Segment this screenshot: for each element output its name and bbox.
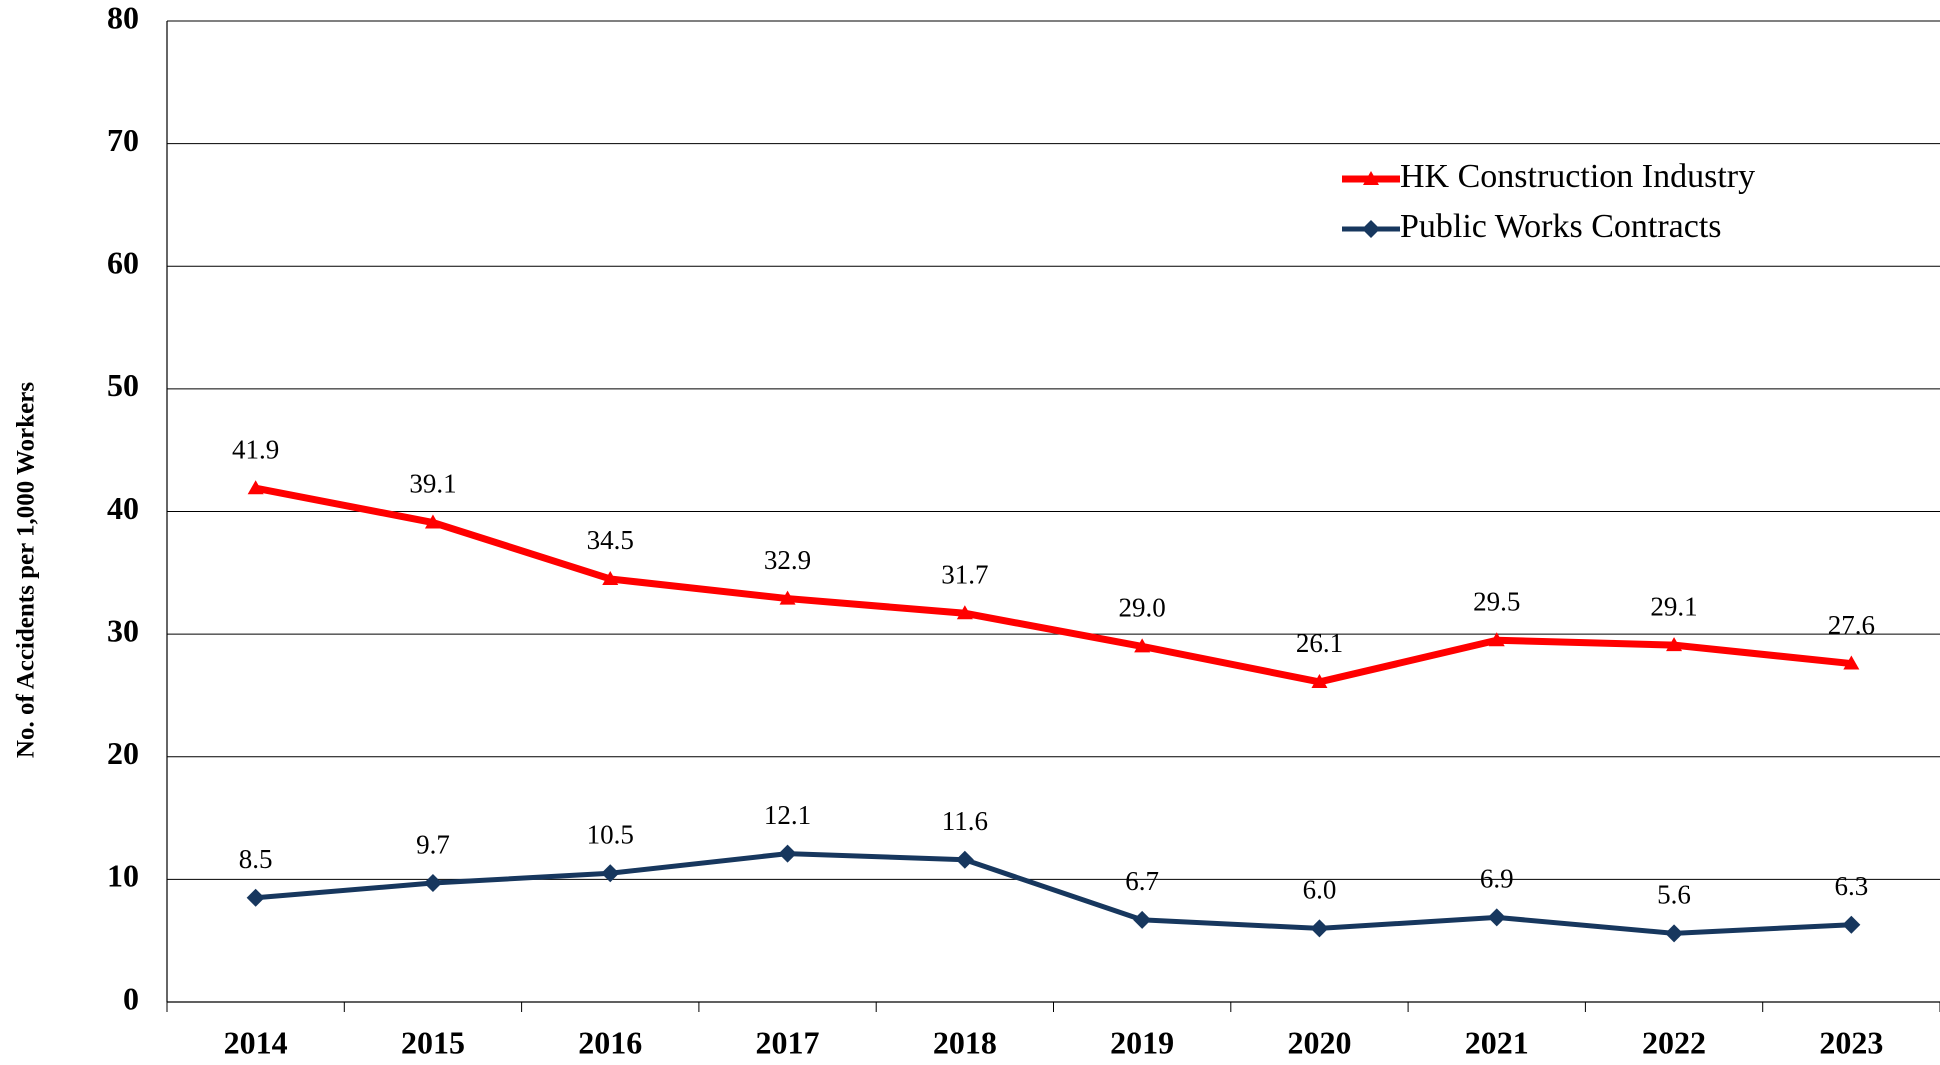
data-label: 11.6	[942, 806, 988, 836]
x-tick-label: 2023	[1819, 1024, 1883, 1060]
data-label: 31.7	[941, 559, 988, 589]
y-tick-label: 50	[107, 367, 139, 403]
data-label: 6.0	[1303, 875, 1337, 905]
data-label: 39.1	[409, 469, 456, 499]
marker	[956, 605, 973, 620]
marker	[602, 570, 619, 585]
x-tick-label: 2019	[1110, 1024, 1174, 1060]
data-label: 10.5	[587, 819, 634, 849]
y-tick-label: 30	[107, 612, 139, 648]
marker	[424, 514, 441, 529]
y-tick-label: 20	[107, 735, 139, 771]
marker	[1311, 673, 1328, 688]
marker	[1362, 220, 1380, 238]
data-label: 5.6	[1657, 880, 1691, 910]
x-tick-label: 2015	[401, 1024, 465, 1060]
x-tick-label: 2020	[1287, 1024, 1351, 1060]
marker	[778, 844, 797, 863]
line	[254, 484, 1852, 686]
y-tick-label: 40	[107, 490, 139, 526]
marker	[1842, 915, 1861, 934]
line	[255, 851, 1852, 936]
x-tick-label: 2022	[1642, 1024, 1706, 1060]
data-label: 26.1	[1296, 628, 1343, 658]
series: 41.9 39.1 34.5 32.9 31.7 29.0 26.1 29.5 29.1 27.6	[232, 434, 1875, 688]
legend-label: HK Construction Industry	[1400, 158, 1755, 195]
y-tick-label: 80	[107, 0, 139, 35]
marker	[1310, 919, 1329, 938]
data-label: 27.6	[1828, 610, 1875, 640]
marker	[1134, 638, 1151, 653]
data-label: 41.9	[232, 434, 279, 464]
marker	[1133, 910, 1152, 929]
data-label: 29.1	[1650, 591, 1697, 621]
x-tick-label: 2018	[933, 1024, 997, 1060]
marker	[1488, 632, 1505, 647]
data-label: 34.5	[587, 525, 634, 555]
legend-label: Public Works Contracts	[1400, 208, 1722, 245]
data-label: 6.9	[1480, 864, 1514, 894]
marker	[1363, 171, 1379, 185]
marker	[247, 480, 264, 495]
data-label: 29.0	[1119, 593, 1166, 623]
data-label: 6.3	[1834, 871, 1868, 901]
y-tick-label: 10	[107, 858, 139, 894]
marker	[1666, 637, 1683, 652]
marker	[246, 888, 265, 907]
x-tick-label: 2014	[224, 1024, 288, 1060]
data-label: 9.7	[416, 829, 450, 859]
y-tick-label: 60	[107, 245, 139, 281]
x-tick-label: 2021	[1465, 1024, 1529, 1060]
marker	[1665, 924, 1684, 943]
y-tick-label: 70	[107, 122, 139, 158]
marker	[779, 590, 796, 605]
y-axis-label: No. of Accidents per 1,000 Workers	[13, 382, 40, 758]
x-tick-label: 2016	[578, 1024, 642, 1060]
data-label: 12.1	[764, 800, 811, 830]
data-label: 29.5	[1473, 586, 1520, 616]
data-label: 8.5	[239, 844, 273, 874]
marker	[1487, 908, 1506, 927]
marker	[955, 850, 974, 869]
marker	[1843, 655, 1860, 670]
data-label: 32.9	[764, 545, 811, 575]
marker	[423, 874, 442, 893]
x-tick-label: 2017	[756, 1024, 820, 1060]
marker	[601, 864, 620, 883]
data-label: 6.7	[1125, 866, 1159, 896]
series: 8.5 9.7 10.5 12.1 11.6 6.7 6.0 6.9 5.6 6.3	[239, 800, 1868, 943]
y-tick-label: 0	[123, 980, 139, 1016]
